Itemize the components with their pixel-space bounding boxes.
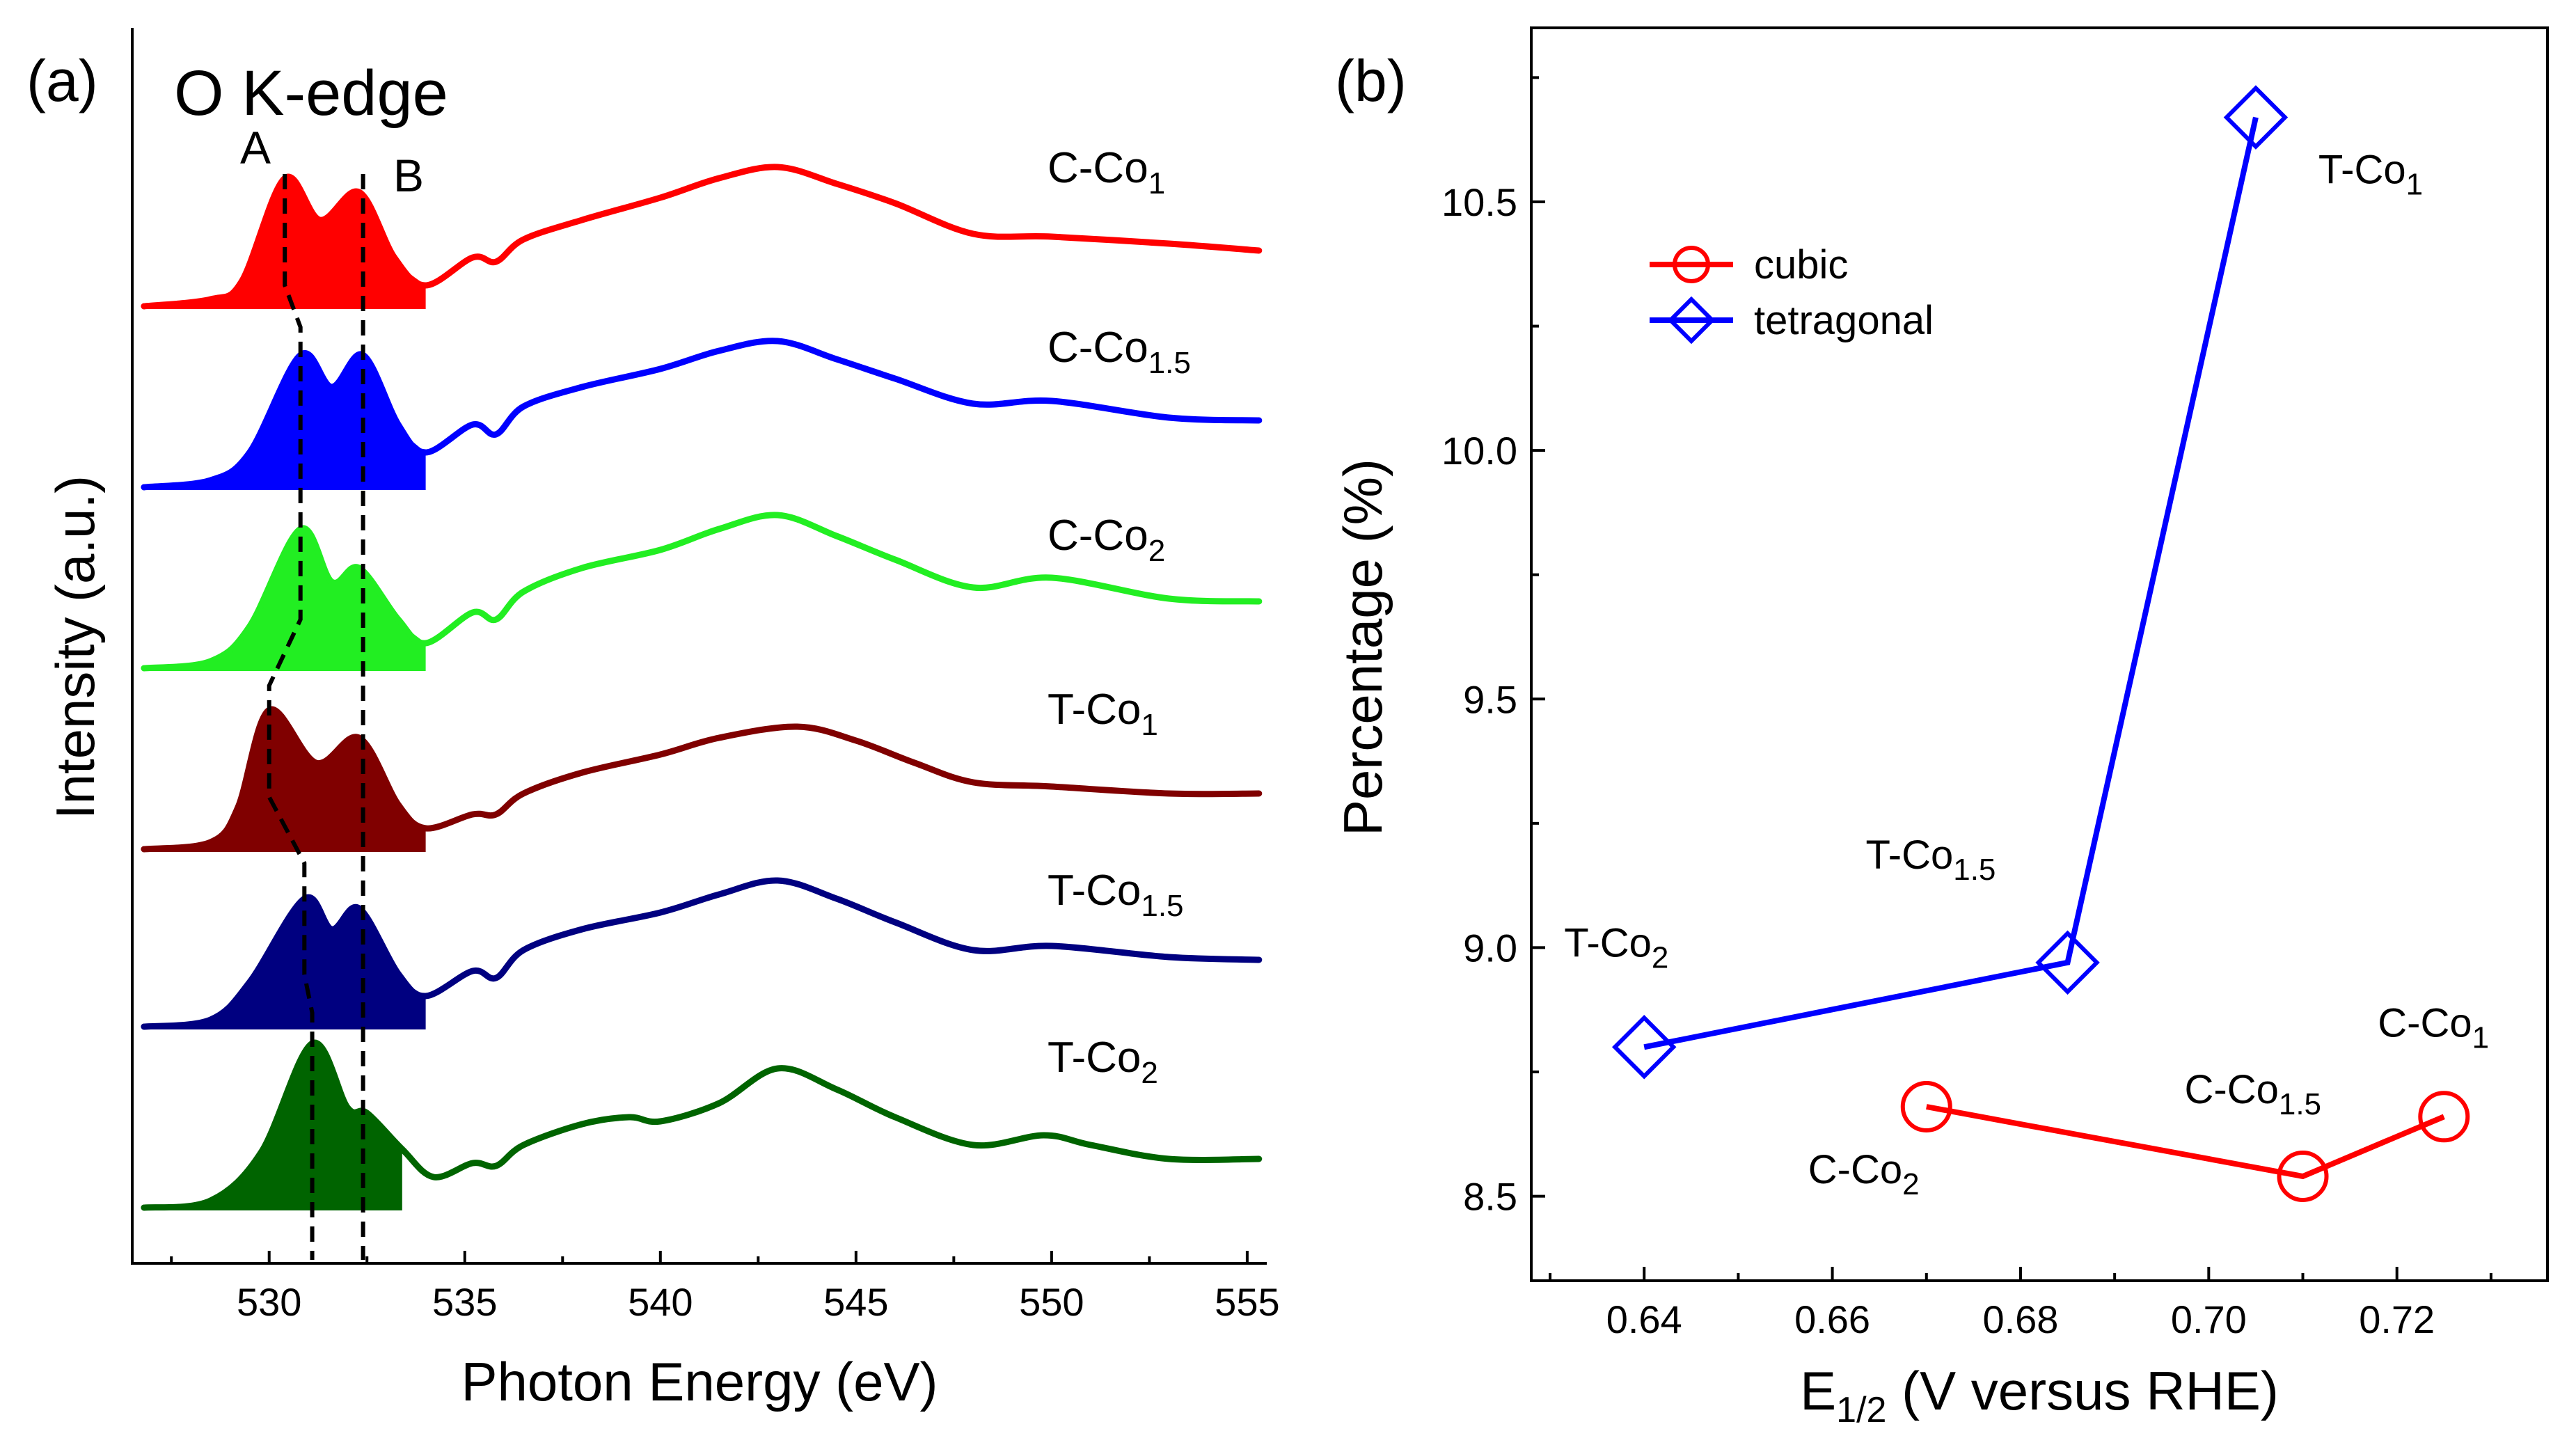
x-tick-label: 545: [823, 1280, 888, 1324]
y-tick-label: 10.5: [1441, 180, 1517, 224]
panel-a-x-ticks: 530 535 540 545 550 555: [170, 1251, 1280, 1324]
peak-label-a: A: [240, 122, 271, 173]
panel-a: (a) O K-edge C-Co1 C-Co1.5 C-Co2 T-Co1 T-Co1…: [26, 28, 1280, 1412]
legend-marker-cubic: [1673, 246, 1710, 283]
y-tick-label: 8.5: [1463, 1175, 1517, 1219]
legend-label-cubic: cubic: [1754, 242, 1848, 287]
panel-b-y-ticks: 8.5 9.0 9.5 10.0 10.5: [1441, 76, 1545, 1219]
spectrum-label-T-Co1: T-Co1: [1048, 686, 1158, 742]
panel-a-axes: [131, 28, 1267, 1265]
peak-a-guide: [267, 174, 315, 1260]
peak-guides: [267, 174, 365, 1260]
y-tick-label: 9.0: [1463, 926, 1517, 970]
spectrum-T-Co1.5: [141, 877, 1263, 1030]
panel-a-y-axis-label: Intensity (a.u.): [45, 475, 106, 819]
spectrum-label-T-Co2: T-Co2: [1048, 1034, 1158, 1090]
cubic-point: [1900, 1081, 1952, 1132]
spectrum-curves: [141, 164, 1263, 1211]
panel-b-y-axis-label: Percentage (%): [1332, 459, 1393, 836]
tetragonal-point: [2035, 930, 2100, 995]
x-tick-label: 0.72: [2359, 1297, 2435, 1341]
spectrum-label-C-Co2: C-Co2: [1048, 512, 1165, 568]
x-tick-label: 0.68: [1982, 1297, 2058, 1341]
x-tick-label: 540: [628, 1280, 693, 1324]
spectrum-label-C-Co1: C-Co1: [1048, 144, 1165, 200]
peak-fill-C-Co2: [143, 528, 426, 671]
peak-fill-T-Co1: [143, 709, 426, 852]
legend-marker-tetragonal: [1667, 296, 1716, 345]
point-label-T-Co1: T-Co1: [2318, 148, 2423, 202]
peak-fill-T-Co1.5: [143, 897, 426, 1029]
panel-a-label: (a): [26, 48, 98, 113]
cubic-point: [2277, 1151, 2329, 1202]
spectrum-label-T-Co1.5: T-Co1.5: [1048, 867, 1184, 923]
x-tick-label: 555: [1215, 1280, 1279, 1324]
tetragonal-point: [1611, 1015, 1677, 1080]
spectrum-T-Co1: [141, 706, 1263, 853]
point-label-C-Co1: C-Co1: [2378, 1000, 2489, 1055]
panel-b-x-axis-label: E1/2 (V versus RHE): [1800, 1360, 2279, 1430]
point-label-T-Co1.5: T-Co1.5: [1866, 832, 1996, 887]
spectrum-C-Co1.5: [141, 338, 1263, 491]
spectrum-C-Co1: [141, 164, 1263, 310]
x-tick-label: 550: [1019, 1280, 1084, 1324]
panel-a-title: O K-edge: [174, 58, 448, 129]
spectrum-labels: C-Co1 C-Co1.5 C-Co2 T-Co1 T-Co1.5 T-Co2: [1048, 144, 1191, 1090]
panel-b-label: (b): [1335, 48, 1407, 113]
x-tick-label: 0.66: [1794, 1297, 1870, 1341]
x-tick-label: 0.64: [1606, 1297, 1682, 1341]
point-label-C-Co1.5: C-Co1.5: [2185, 1067, 2322, 1121]
panel-b: (b) 0.64 0.66 0.68 0.70 0.72 8.5 9.0 9.5 10.0 10…: [1332, 26, 2549, 1430]
panel-b-frame: [1530, 26, 2549, 1282]
spectrum-fills: [143, 177, 426, 1210]
point-label-T-Co2: T-Co2: [1564, 920, 1668, 974]
panel-b-x-ticks: 0.64 0.66 0.68 0.70 0.72: [1549, 1267, 2492, 1341]
y-tick-label: 10.0: [1441, 429, 1517, 473]
peak-label-b: B: [393, 150, 424, 201]
legend-label-tetragonal: tetragonal: [1754, 298, 1934, 343]
spectrum-label-C-Co1.5: C-Co1.5: [1048, 324, 1191, 380]
tetragonal-point: [2223, 85, 2289, 150]
peak-fill-C-Co1.5: [143, 353, 426, 490]
panel-b-series: C-Co2 C-Co1.5 C-Co1 T-Co2 T-Co1.5 T-Co1: [1564, 85, 2489, 1202]
cubic-line: [1926, 1104, 2445, 1180]
tetragonal-line: [1643, 116, 2259, 1050]
panel-a-x-axis-label: Photon Energy (eV): [461, 1351, 938, 1412]
cubic-point: [2418, 1091, 2470, 1143]
x-tick-label: 535: [432, 1280, 497, 1324]
point-label-C-Co2: C-Co2: [1808, 1147, 1920, 1201]
peak-fill-C-Co1: [143, 177, 426, 309]
y-tick-label: 9.5: [1463, 677, 1517, 721]
x-tick-label: 530: [237, 1280, 301, 1324]
spectrum-C-Co2: [141, 512, 1263, 672]
legend: cubic tetragonal: [1650, 242, 1934, 345]
x-tick-label: 0.70: [2171, 1297, 2247, 1341]
spectrum-T-Co2: [141, 1039, 1263, 1211]
